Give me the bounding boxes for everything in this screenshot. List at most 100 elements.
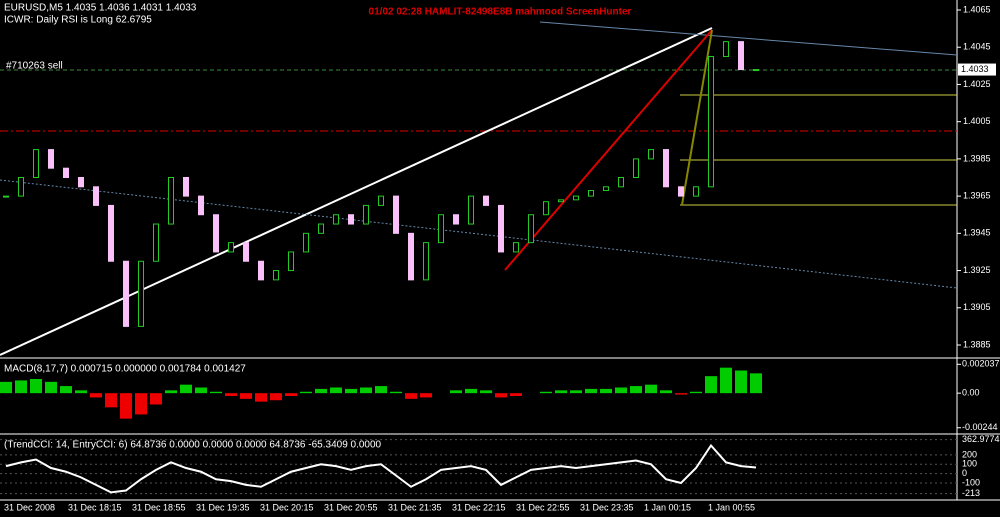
y-tick-label: -0.00244	[962, 422, 998, 432]
macd-bar	[570, 390, 582, 394]
candle-body	[138, 260, 144, 327]
macd-bar	[75, 390, 87, 394]
frame	[0, 0, 1000, 501]
macd-bar	[270, 393, 282, 401]
candle-body	[633, 158, 639, 178]
candle-body	[558, 199, 564, 203]
zigzag-line	[504, 29, 713, 271]
candle-body	[183, 177, 189, 197]
candle-body	[153, 223, 159, 262]
candle-body	[648, 149, 654, 160]
candle-body	[18, 177, 24, 197]
candle-body	[438, 214, 444, 244]
macd-bar	[420, 393, 432, 398]
candle-body	[513, 242, 519, 253]
candle-body	[318, 223, 324, 234]
macd-bar	[225, 393, 237, 396]
macd-bar	[375, 386, 387, 394]
candle-body	[708, 56, 714, 188]
macd-bar	[285, 393, 297, 396]
macd-bar	[90, 393, 102, 398]
candle-body	[63, 167, 69, 178]
candle-body	[408, 232, 414, 281]
watermark: 01/02 02:28 HAMLIT-82498E8B mahmood Scre…	[369, 7, 632, 18]
candle-body	[618, 177, 624, 188]
macd-bar	[555, 390, 567, 394]
candle-body	[543, 201, 549, 216]
macd-bar	[330, 387, 342, 394]
x-tick-label: 31 Dec 2008	[4, 502, 55, 512]
rsi-line: ICWR: Daily RSI is Long 62.6795	[4, 15, 152, 26]
x-tick-label: 31 Dec 22:15	[452, 502, 506, 512]
y-tick-label: -213	[962, 488, 980, 498]
y-tick-label: 200	[962, 449, 977, 459]
macd-bar	[540, 391, 552, 394]
macd-bar	[360, 387, 372, 394]
candle-body	[393, 195, 399, 234]
y-tick-label: 1.3905	[963, 302, 991, 312]
candle-body	[213, 214, 219, 253]
macd-bar	[750, 373, 762, 394]
x-tick-label: 1 Jan 00:15	[644, 502, 691, 512]
candle-body	[678, 186, 684, 197]
candle-body	[243, 242, 249, 262]
macd-bar	[465, 388, 477, 394]
x-tick-label: 1 Jan 00:55	[708, 502, 755, 512]
macd-bar	[705, 376, 717, 394]
candle-body	[738, 41, 744, 71]
candle-body	[378, 195, 384, 206]
macd-bar	[345, 388, 357, 394]
macd-bar	[390, 391, 402, 394]
macd-bar	[120, 393, 132, 419]
candle-body	[498, 204, 504, 253]
macd-bar	[510, 393, 522, 396]
macd-bar	[600, 388, 612, 394]
macd-bar	[135, 393, 147, 415]
y-tick-label: 0.00	[962, 388, 980, 398]
candle-body	[483, 195, 489, 206]
candle-body	[663, 149, 669, 188]
macd-bar	[150, 393, 162, 405]
y-tick-label: 1.4005	[963, 116, 991, 126]
candle-body	[573, 195, 579, 201]
macd-bar	[180, 384, 192, 394]
macd-bar	[660, 390, 672, 394]
cci-label: (TrendCCI: 14, EntryCCI: 6) 64.8736 0.00…	[4, 440, 382, 451]
y-tick-label: 1.4065	[963, 4, 991, 14]
candle-body	[333, 214, 339, 225]
candle-body	[528, 214, 534, 244]
candle-body	[228, 242, 234, 253]
x-tick-label: 31 Dec 20:55	[324, 502, 378, 512]
candle-body	[258, 260, 264, 281]
macd-bar	[105, 393, 117, 408]
y-tick-label: 1.3925	[963, 265, 991, 275]
price-box	[958, 63, 996, 76]
candle-body	[123, 260, 129, 327]
candle-body	[363, 204, 369, 225]
candle-body	[423, 242, 429, 281]
candle-body	[303, 232, 309, 253]
candle-body	[3, 195, 9, 198]
fib-levels	[680, 94, 957, 206]
y-tick-label: 0.002037	[962, 359, 1000, 369]
macd-bar	[450, 390, 462, 394]
trend-line	[0, 27, 713, 356]
x-tick-label: 31 Dec 18:15	[68, 502, 122, 512]
macd-bar	[255, 393, 267, 402]
candle-body	[108, 204, 114, 262]
macd-label: MACD(8,17,7) 0.000715 0.000000 0.001784 …	[4, 364, 246, 375]
zigzag-line	[681, 29, 713, 206]
macd-bar	[45, 381, 57, 394]
candle-body	[33, 149, 39, 178]
y-tick-label: -100	[962, 477, 980, 487]
y-tick-label: 1.3885	[963, 339, 991, 349]
macd-bar	[495, 393, 507, 398]
macd-bar	[195, 387, 207, 394]
candle-body	[273, 270, 279, 281]
macd-bar	[60, 386, 72, 394]
candle-body	[168, 177, 174, 225]
x-tick-label: 31 Dec 23:35	[580, 502, 634, 512]
